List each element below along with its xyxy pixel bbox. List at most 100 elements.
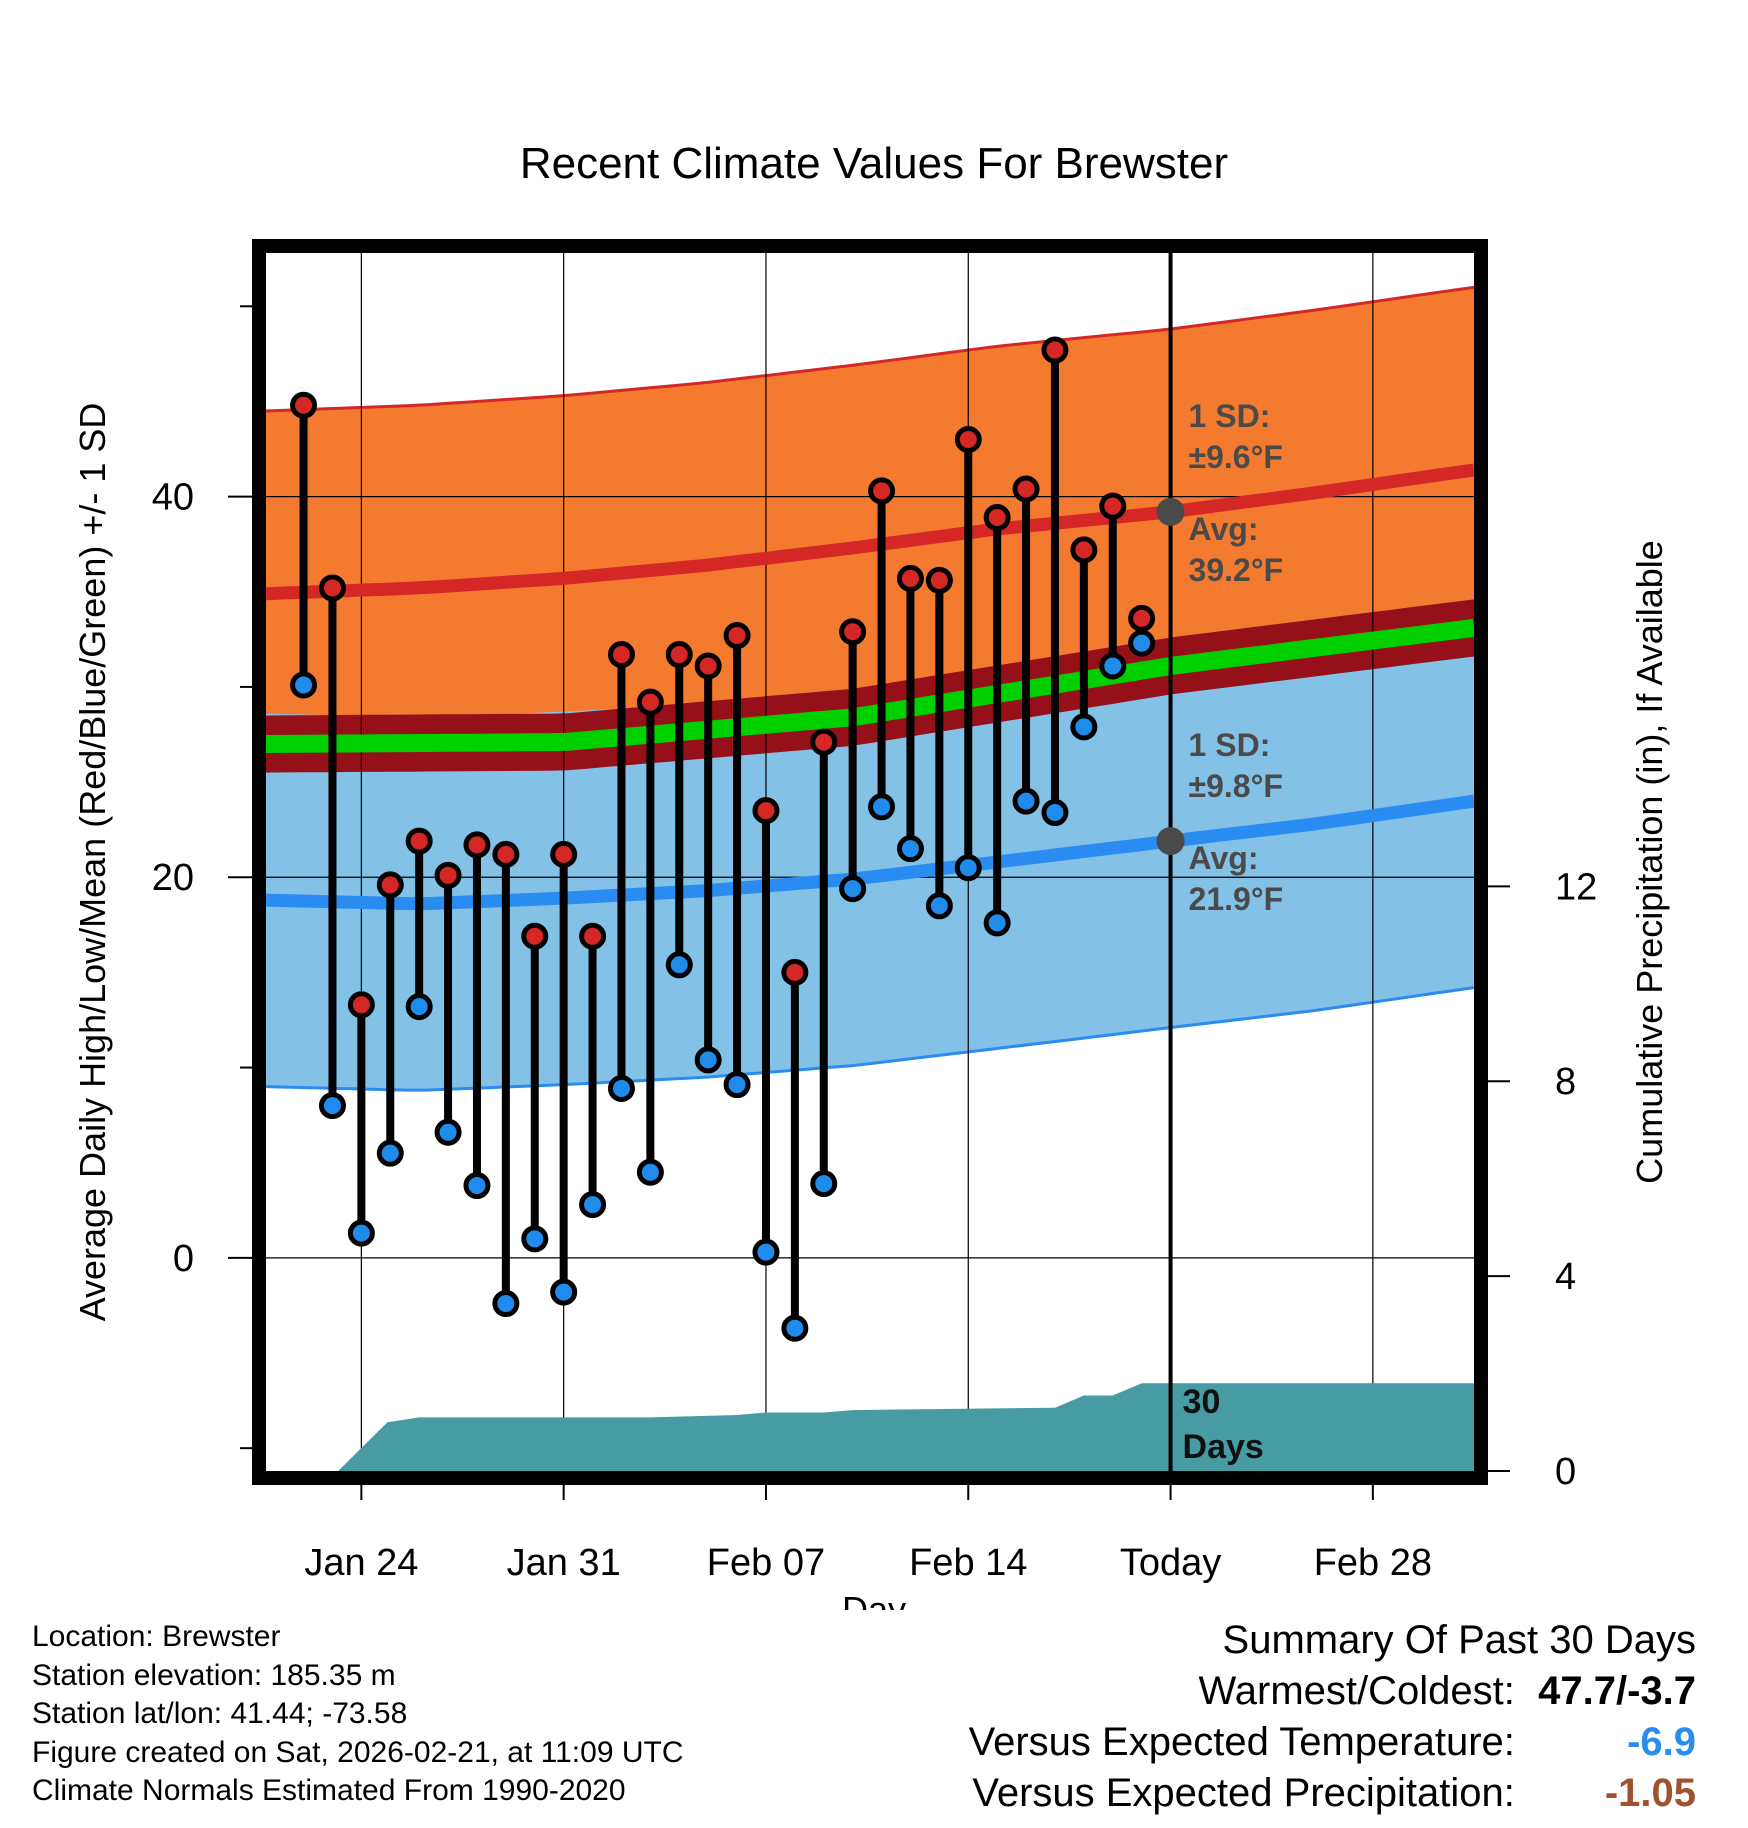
temp-anomaly-label: Versus Expected Temperature: (968, 1720, 1515, 1764)
annotations: 1 SD: ±9.6°F Avg: 39.2°F 1 SD: ±9.8°F Avg: 21.9… (1156, 398, 1284, 1466)
observed-low-dot (1012, 787, 1040, 815)
precipitation-area (338, 1383, 1475, 1471)
observed-low-dot (1070, 713, 1098, 741)
observed-high-dot (1099, 492, 1127, 520)
observed-high-dot (579, 922, 607, 950)
low-sd-label: 1 SD: (1189, 727, 1271, 763)
low-avg-label: Avg: (1189, 840, 1259, 876)
observed-low-dot (665, 951, 693, 979)
today-high-avg-marker (1156, 497, 1185, 526)
x-tick-label: Feb 14 (909, 1542, 1027, 1584)
observed-high-dot (550, 840, 578, 868)
observed-low-dot (896, 835, 924, 863)
low-sd-value: ±9.8°F (1189, 768, 1283, 804)
low-avg-value: 21.9°F (1189, 881, 1284, 917)
temp-anomaly-value: -6.9 (1627, 1720, 1696, 1764)
warmest-label: Warmest/Coldest: (1198, 1669, 1515, 1713)
y-left-tick-label: 20 (152, 857, 194, 899)
observed-low-dot (579, 1191, 607, 1219)
latlon-text: Station lat/lon: 41.44; -73.58 (32, 1697, 408, 1730)
normal-lines (266, 253, 1474, 1471)
y-left-tick-label: 40 (152, 477, 194, 519)
elevation-text: Station elevation: 185.35 m (32, 1658, 396, 1692)
observed-low-dot (492, 1290, 520, 1318)
y-right-tick-label: 12 (1555, 866, 1597, 908)
normals-text: Climate Normals Estimated From 1990-2020 (32, 1774, 626, 1807)
high-band-upper-edge (266, 285, 1474, 413)
normal-low-line (266, 794, 1474, 911)
observed-low-dot (810, 1170, 838, 1198)
observed-high-dot (290, 391, 318, 419)
observed-high-dot (925, 566, 953, 594)
high-sd-label: 1 SD: (1189, 398, 1271, 434)
observed-high-dot (752, 797, 780, 825)
observed-high-dot (1012, 475, 1040, 503)
x-tick-label: Feb 07 (707, 1542, 825, 1584)
summary-precip-row: Versus Expected Precipitation: -1.05 (969, 1768, 1696, 1819)
warmest-value: 47.7/-3.7 (1538, 1669, 1696, 1713)
y-right-tick-label: 0 (1555, 1451, 1576, 1493)
axes: Jan 24 Jan 31 Feb 07 Feb 14 Today Feb 2802040… (152, 305, 1597, 1584)
low-band-lower-edge (266, 986, 1474, 1092)
high-avg-value: 39.2°F (1189, 552, 1284, 588)
x-tick-label: Feb 28 (1314, 1542, 1432, 1584)
summary-panel: Summary Of Past 30 Days Warmest/Coldest:… (969, 1615, 1696, 1819)
observation-dots (290, 336, 1156, 1342)
station-info: Location: Brewster Station elevation: 18… (32, 1618, 684, 1811)
x-axis-label: Day (842, 1589, 906, 1610)
observed-low-dot (636, 1158, 664, 1186)
observed-low-dot (550, 1278, 578, 1306)
observed-low-dot (521, 1225, 549, 1253)
observed-high-dot (1041, 336, 1069, 364)
location-text: Location: Brewster (32, 1620, 281, 1653)
observed-high-dot (1128, 604, 1156, 632)
observed-high-dot (896, 564, 924, 592)
observed-high-dot (781, 958, 809, 986)
observed-high-dot (492, 840, 520, 868)
observed-high-dot (954, 426, 982, 454)
y-axis-right-label: Cumulative Precipitation (in), If Availa… (1629, 540, 1670, 1184)
observed-high-dot (376, 871, 404, 899)
summary-warmest-row: Warmest/Coldest: 47.7/-3.7 (969, 1666, 1697, 1717)
x-tick-label: Today (1120, 1542, 1221, 1584)
plot-frame (252, 239, 1488, 1485)
observed-low-dot (694, 1046, 722, 1074)
high-avg-label: Avg: (1189, 511, 1259, 547)
observed-low-dot (1099, 652, 1127, 680)
observed-high-dot (405, 827, 433, 855)
observed-high-dot (521, 922, 549, 950)
observed-high-dot (694, 652, 722, 680)
observed-low-dot (405, 993, 433, 1021)
observed-high-dot (636, 688, 664, 716)
observed-high-dot (607, 641, 635, 669)
observed-low-dot (434, 1118, 462, 1146)
observed-low-dot (781, 1314, 809, 1342)
observed-low-dot (290, 671, 318, 699)
observed-high-dot (983, 504, 1011, 532)
observed-low-dot (839, 875, 867, 903)
observed-high-dot (665, 641, 693, 669)
observed-low-dot (1128, 629, 1156, 657)
window-days-number: 30 (1183, 1383, 1221, 1421)
high-sd-value: ±9.6°F (1189, 439, 1283, 475)
chart-title: Recent Climate Values For Brewster (520, 139, 1228, 188)
precip-anomaly-value: -1.05 (1604, 1771, 1696, 1815)
observed-low-dot (318, 1092, 346, 1120)
observed-low-dot (347, 1219, 375, 1247)
observed-low-dot (868, 793, 896, 821)
y-left-tick-label: 0 (173, 1238, 194, 1280)
window-days-label: Days (1183, 1428, 1264, 1466)
observed-high-dot (810, 728, 838, 756)
observed-low-dot (983, 909, 1011, 937)
observed-high-dot (723, 622, 751, 650)
observed-low-dot (376, 1139, 404, 1167)
x-tick-label: Jan 31 (507, 1542, 621, 1584)
summary-title: Summary Of Past 30 Days (1222, 1618, 1696, 1662)
observed-high-dot (434, 861, 462, 889)
observed-low-dot (463, 1172, 491, 1200)
observation-stems (299, 350, 1146, 1329)
created-text: Figure created on Sat, 2026-02-21, at 11… (32, 1735, 684, 1769)
observed-high-dot (347, 991, 375, 1019)
observed-low-dot (925, 892, 953, 920)
normal-mean-line (266, 618, 1474, 753)
